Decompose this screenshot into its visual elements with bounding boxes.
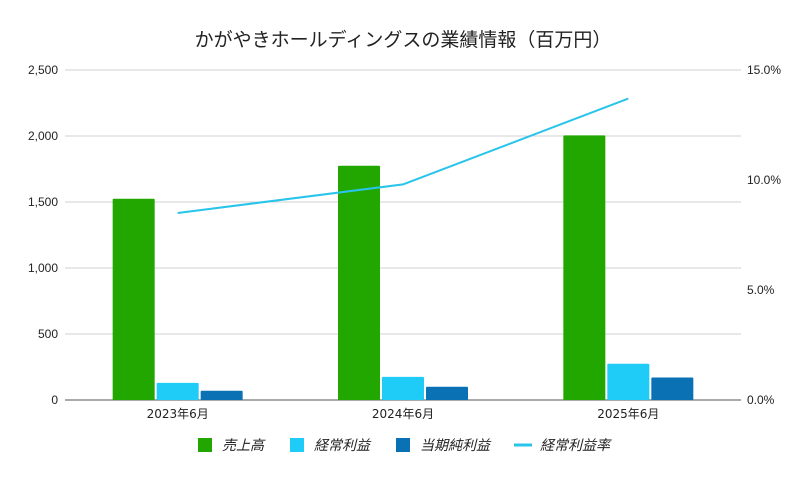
bar-1 bbox=[112, 198, 155, 400]
legend-swatch bbox=[290, 438, 304, 452]
y-left-tick-label: 0 bbox=[51, 393, 58, 407]
y-left-tick-label: 1,500 bbox=[28, 195, 58, 209]
x-axis: 2023年6月 2024年6月 2025年6月 bbox=[147, 407, 660, 421]
bar-2 bbox=[382, 376, 424, 400]
legend-swatch bbox=[198, 438, 212, 452]
bar-2 bbox=[607, 363, 650, 400]
legend-label: 経常利益 bbox=[314, 438, 372, 454]
y-right-tick-label: 15.0% bbox=[747, 63, 781, 77]
y-left-tick-label: 2,000 bbox=[28, 129, 58, 143]
y-right-tick-label: 0.0% bbox=[747, 393, 775, 407]
bar-2 bbox=[156, 382, 199, 400]
left-axis: 0 500 1,000 1,500 2,000 2,500 bbox=[28, 63, 58, 407]
line-series-path bbox=[177, 97, 629, 214]
y-left-tick-label: 1,000 bbox=[28, 261, 58, 275]
bar-3 bbox=[426, 386, 468, 400]
y-right-tick-label: 10.0% bbox=[747, 173, 781, 187]
bar-1 bbox=[338, 165, 380, 400]
bar-3 bbox=[200, 390, 243, 400]
legend-label: 経常利益率 bbox=[540, 438, 612, 454]
bar-3 bbox=[651, 377, 694, 400]
y-left-tick-label: 500 bbox=[38, 327, 58, 341]
gridlines bbox=[65, 69, 741, 401]
chart-title: かがやきホールディングスの業績情報（百万円） bbox=[195, 29, 612, 51]
legend-label: 当期純利益 bbox=[420, 438, 492, 454]
legend-swatch bbox=[396, 438, 410, 452]
legend: 売上高 経常利益 当期純利益 経常利益率 bbox=[198, 438, 612, 454]
x-tick-label: 2025年6月 bbox=[597, 407, 659, 421]
right-axis: 0.0% 5.0% 10.0% 15.0% bbox=[747, 63, 781, 407]
x-tick-label: 2024年6月 bbox=[372, 407, 434, 421]
bar-1 bbox=[563, 135, 606, 400]
legend-label: 売上高 bbox=[222, 438, 266, 454]
y-right-tick-label: 5.0% bbox=[747, 283, 775, 297]
y-left-tick-label: 2,500 bbox=[28, 63, 58, 77]
line-series bbox=[177, 97, 629, 214]
x-tick-label: 2023年6月 bbox=[147, 407, 209, 421]
bars bbox=[112, 135, 694, 400]
